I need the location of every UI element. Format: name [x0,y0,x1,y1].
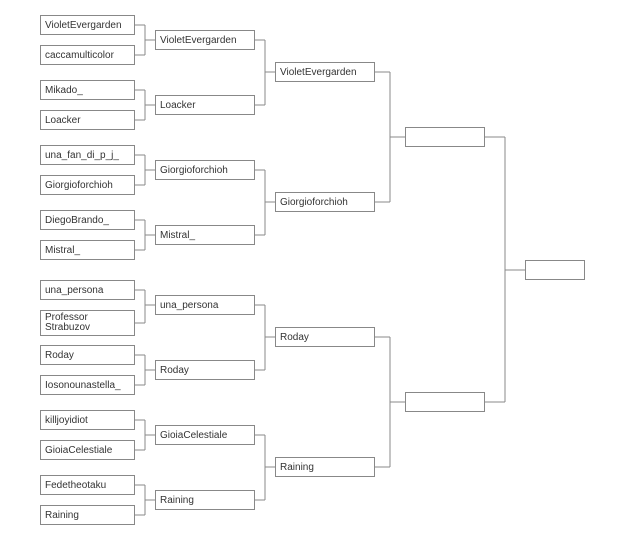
bracket-node-r1-5: Roday [155,360,255,380]
tournament-bracket: VioletEvergarden caccamulticolor Mikado_ Lo… [0,0,619,555]
bracket-node-r1-3: Mistral_ [155,225,255,245]
bracket-node-r1-1: Loacker [155,95,255,115]
bracket-node-r0-1: caccamulticolor [40,45,135,65]
bracket-node-r1-6: GioiaCelestiale [155,425,255,445]
bracket-node-r1-4: una_persona [155,295,255,315]
bracket-node-r0-8: una_persona [40,280,135,300]
bracket-node-r0-9: Professor Strabuzov [40,310,135,336]
bracket-node-r1-0: VioletEvergarden [155,30,255,50]
bracket-node-r4-0 [525,260,585,280]
bracket-node-r0-11: Iosonounastella_ [40,375,135,395]
bracket-node-r2-1: Giorgioforchioh [275,192,375,212]
bracket-node-r3-1 [405,392,485,412]
bracket-node-r0-2: Mikado_ [40,80,135,100]
bracket-node-r0-6: DiegoBrando_ [40,210,135,230]
bracket-node-r0-7: Mistral_ [40,240,135,260]
bracket-node-r3-0 [405,127,485,147]
bracket-node-r1-7: Raining [155,490,255,510]
bracket-node-r0-12: killjoyidiot [40,410,135,430]
bracket-node-r0-13: GioiaCelestiale [40,440,135,460]
bracket-node-r0-5: Giorgioforchioh [40,175,135,195]
bracket-node-r0-0: VioletEvergarden [40,15,135,35]
bracket-node-r0-10: Roday [40,345,135,365]
bracket-node-r0-14: Fedetheotaku [40,475,135,495]
bracket-node-r0-3: Loacker [40,110,135,130]
bracket-node-r1-2: Giorgioforchioh [155,160,255,180]
bracket-node-r0-4: una_fan_di_p_j_ [40,145,135,165]
bracket-node-r2-0: VioletEvergarden [275,62,375,82]
bracket-node-r2-3: Raining [275,457,375,477]
bracket-node-r2-2: Roday [275,327,375,347]
bracket-node-r0-15: Raining [40,505,135,525]
